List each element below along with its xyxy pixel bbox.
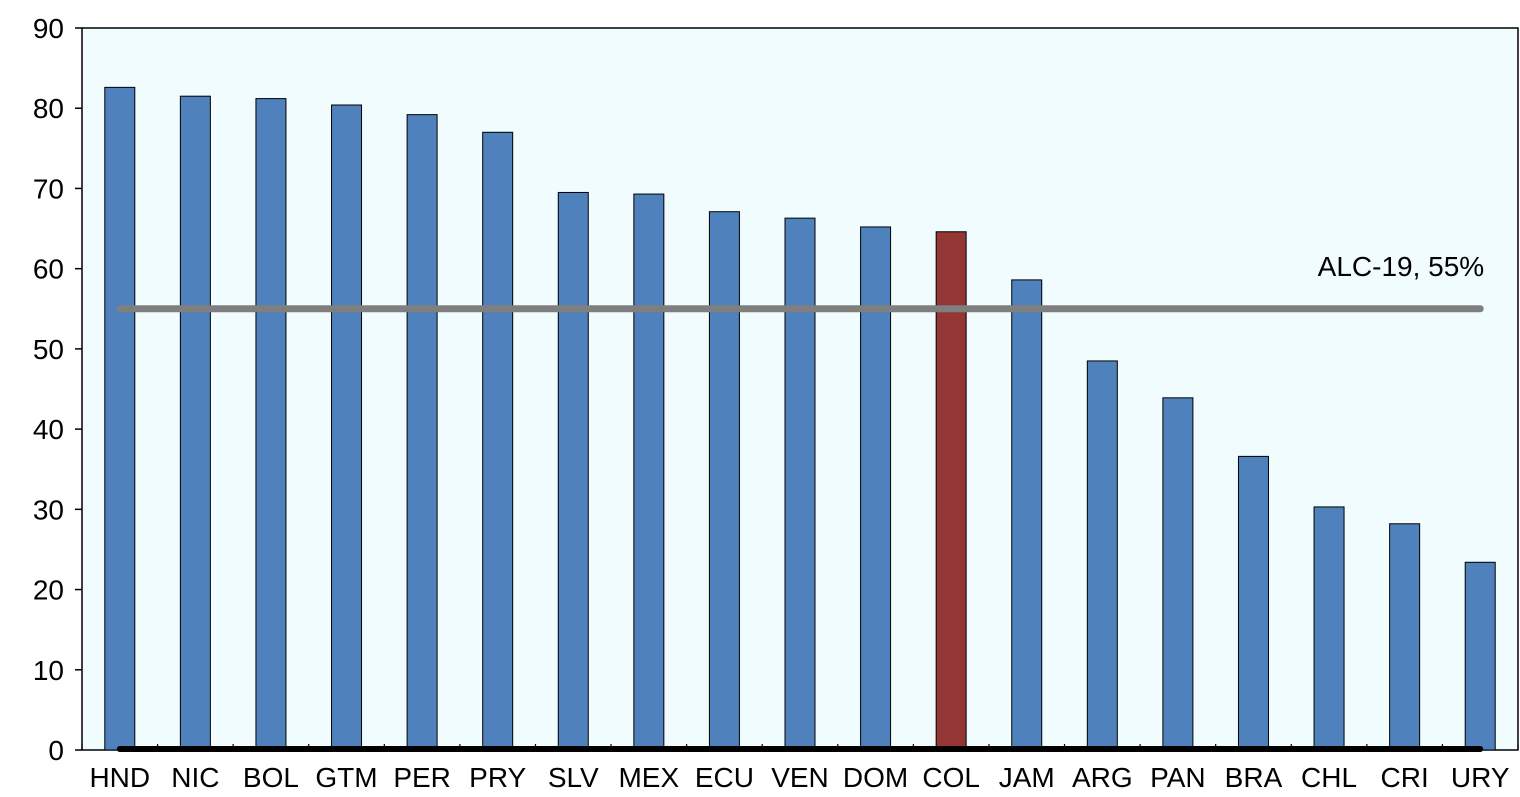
x-tick-label: DOM [843,762,908,792]
bar-gtm [331,104,363,751]
x-tick-label: PAN [1150,762,1206,792]
x-tick-label: MEX [618,762,679,792]
bar-mex [633,193,665,751]
y-tick-label: 40 [33,414,64,445]
x-tick-label: CRI [1381,762,1429,792]
y-tick-label: 20 [33,575,64,606]
y-tick-label: 10 [33,655,64,686]
x-tick-label: HND [89,762,150,792]
y-tick-label: 70 [33,173,64,204]
x-tick-label: GTM [315,762,377,792]
bar-nic [179,95,211,751]
x-tick-label: PRY [469,762,526,792]
x-tick-label: VEN [771,762,829,792]
y-tick-label: 0 [48,735,64,766]
x-tick-label: PER [393,762,451,792]
y-axis-ticks [75,27,82,751]
y-tick-label: 30 [33,494,64,525]
bar-chl [1313,506,1345,751]
bar-pan [1162,397,1194,751]
bar-pry [482,131,514,751]
x-tick-label: NIC [171,762,219,792]
y-axis-labels: 0 10 20 30 40 50 60 70 80 90 [33,13,64,766]
bar-cri [1389,523,1421,751]
x-tick-label: ARG [1072,762,1133,792]
x-axis-labels: HND NIC BOL GTM PER PRY SLV MEX ECU VEN DOM COL JAM A… [89,762,1510,793]
x-tick-label: SLV [548,762,599,792]
bar-jam [1011,279,1043,751]
y-tick-label: 80 [33,93,64,124]
x-tick-label: JAM [999,762,1055,792]
x-tick-label: COL [922,762,980,792]
x-tick-label: ECU [695,762,754,792]
bar-bol [255,98,287,751]
bar-per [406,114,438,751]
bar-hnd [104,86,136,751]
bar-ven [784,217,816,751]
x-tick-label: BRA [1225,762,1283,792]
bar-ecu [708,211,740,751]
x-tick-label: CHL [1301,762,1357,792]
bar-bra [1237,455,1269,751]
bar-ury [1464,561,1496,751]
x-tick-label: URY [1451,762,1510,792]
reference-line-label: ALC-19, 55% [1318,251,1485,282]
bar-col [935,231,967,751]
y-tick-label: 60 [33,254,64,285]
y-tick-label: 50 [33,334,64,365]
x-tick-label: BOL [243,762,299,792]
y-tick-label: 90 [33,13,64,44]
bar-arg [1086,360,1118,751]
bar-dom [860,226,892,751]
bar-slv [557,191,589,751]
